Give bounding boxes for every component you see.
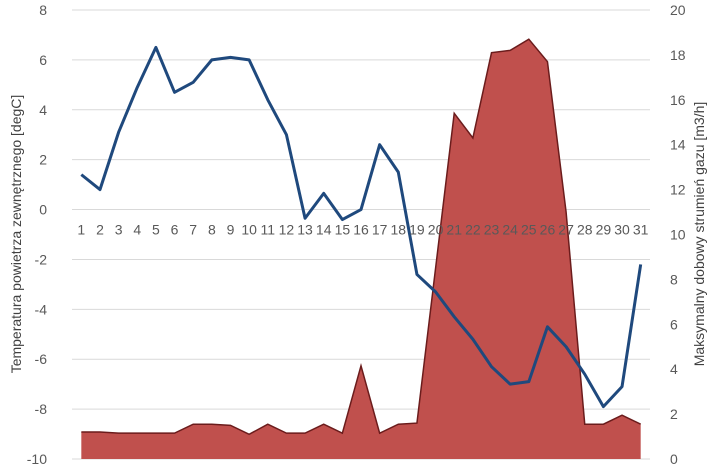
- right-y-tick-label: 18: [670, 47, 686, 63]
- right-y-tick-label: 4: [670, 361, 678, 377]
- right-y-tick-label: 12: [670, 182, 686, 198]
- x-tick-label: 25: [521, 222, 537, 238]
- x-tick-label: 18: [391, 222, 407, 238]
- x-tick-label: 16: [353, 222, 369, 238]
- line-series: [80, 45, 643, 409]
- left-y-tick-labels: -10 -8 -6 -4 -2 0 2 4 6 8: [27, 2, 47, 467]
- right-y-tick-label: 20: [670, 2, 686, 18]
- x-tick-label: 13: [297, 222, 313, 238]
- left-y-tick-label: -10: [27, 451, 47, 467]
- x-tick-label: 19: [409, 222, 425, 238]
- right-y-tick-label: 8: [670, 271, 678, 287]
- right-y-tick-label: 16: [670, 92, 686, 108]
- x-tick-label: 30: [614, 222, 630, 238]
- x-tick-label: 27: [558, 222, 574, 238]
- x-tick-label: 2: [96, 222, 104, 238]
- right-y-tick-label: 0: [670, 451, 678, 467]
- right-y-tick-label: 6: [670, 316, 678, 332]
- x-tick-label: 7: [189, 222, 197, 238]
- right-y-tick-labels: 0 2 4 6 8 10 12 14 16 18 20: [670, 2, 686, 467]
- x-tick-label: 31: [633, 222, 649, 238]
- left-y-tick-label: -4: [35, 301, 48, 317]
- left-y-tick-label: 2: [39, 152, 47, 168]
- area-fill: [81, 39, 641, 460]
- x-tick-label: 12: [279, 222, 295, 238]
- right-y-tick-label: 2: [670, 406, 678, 422]
- temperature-line: [80, 45, 643, 409]
- x-tick-label: 14: [316, 222, 332, 238]
- x-tick-label: 29: [596, 222, 612, 238]
- x-tick-label: 1: [77, 222, 85, 238]
- x-tick-label: 20: [428, 222, 444, 238]
- area-series: [81, 38, 642, 460]
- x-tick-label: 4: [133, 222, 141, 238]
- x-tick-label: 23: [484, 222, 500, 238]
- x-tick-label: 28: [577, 222, 593, 238]
- x-tick-label: 17: [372, 222, 388, 238]
- left-axis-title: Temperatura powietrza zewnętrznego [degC…: [8, 95, 24, 374]
- left-y-tick-label: 8: [39, 2, 47, 18]
- left-y-tick-label: -2: [35, 251, 48, 267]
- left-y-tick-label: 6: [39, 52, 47, 68]
- x-tick-label: 9: [227, 222, 235, 238]
- x-tick-label: 11: [261, 222, 276, 238]
- x-tick-label: 22: [465, 222, 481, 238]
- x-tick-label: 26: [540, 222, 556, 238]
- left-y-tick-label: 0: [39, 202, 47, 218]
- left-y-tick-label: 4: [39, 102, 47, 118]
- x-tick-label: 3: [115, 222, 123, 238]
- right-y-tick-label: 14: [670, 137, 686, 153]
- x-tick-label: 6: [171, 222, 179, 238]
- x-tick-label: 21: [446, 222, 462, 238]
- x-tick-label: 5: [152, 222, 160, 238]
- right-y-tick-label: 10: [670, 227, 686, 243]
- left-y-tick-label: -6: [35, 351, 48, 367]
- x-tick-label: 8: [208, 222, 216, 238]
- x-tick-label: 10: [241, 222, 257, 238]
- x-tick-label: 15: [335, 222, 351, 238]
- area-edge: [81, 38, 642, 436]
- right-axis-title: Maksymalny dobowy strumień gazu [m3/h]: [691, 102, 707, 367]
- x-tick-label: 24: [502, 222, 518, 238]
- x-tick-labels: 1 2 3 4 5 6 7 8 9 10 11 12 13 14 15 16 17 18 19 20 21 22 23 24 2…: [77, 222, 648, 238]
- left-y-tick-label: -8: [35, 401, 48, 417]
